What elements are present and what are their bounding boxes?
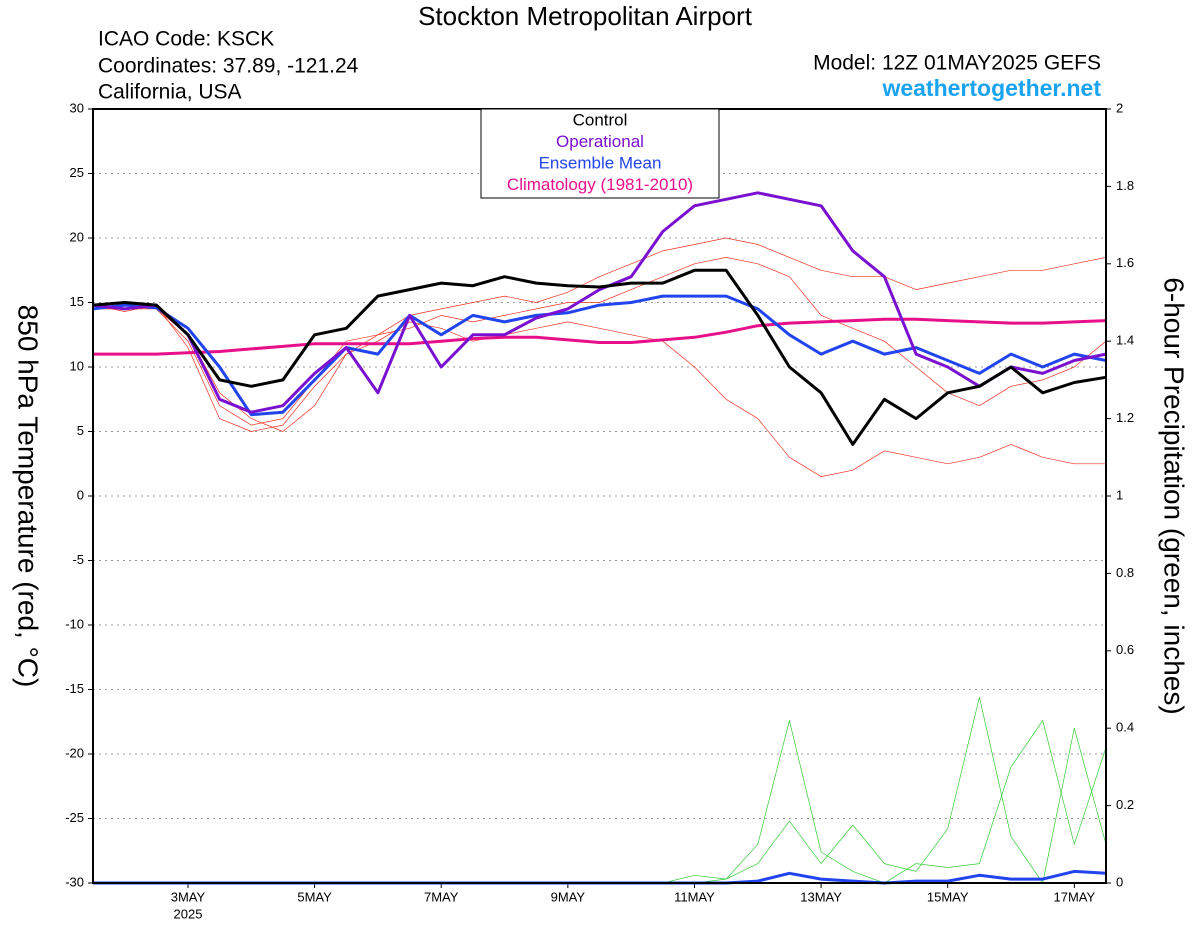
y-tick-label: 30 [70,100,84,115]
y2-tick-label: 0.6 [1116,642,1134,657]
series-line [93,696,1107,884]
series-line [92,191,1107,414]
x-tick-label: 17MAY [1054,889,1096,904]
series-line [92,237,1107,426]
legend-entry: Climatology (1981-2010) [507,175,693,194]
series-line [93,257,1107,432]
y-tick-label: -20 [65,745,84,760]
y-tick-label: -5 [72,552,84,567]
plot-area: 302520151050-5-10-15-20-25-3021.81.61.41… [65,100,1134,921]
series-line [93,317,1107,356]
y2-tick-label: 0.8 [1116,565,1134,580]
y-tick-label: 0 [77,487,84,502]
series-line [92,268,1107,446]
y2-tick-label: 0.2 [1116,797,1134,812]
y2-tick-label: 0.4 [1116,720,1134,735]
y-tick-label: 15 [70,294,84,309]
y2-tick-label: 1.6 [1116,255,1134,270]
y-tick-label: -30 [65,874,84,889]
y-tick-label: -10 [65,616,84,631]
x-tick-label: 9MAY [551,889,586,904]
y2-tick-label: 1.8 [1116,178,1134,193]
x-tick-label: 11MAY [674,889,715,904]
info-line: ICAO Code: KSCK [98,28,274,51]
y-tick-label: -25 [65,810,84,825]
legend-entry: Operational [556,132,644,151]
y-tick-label: -15 [65,681,84,696]
y-tick-label: 25 [70,165,84,180]
chart-title: Stockton Metropolitan Airport [418,1,753,31]
info-line: Coordinates: 37.89, -121.24 [98,55,359,78]
y2-tick-label: 2 [1116,100,1123,115]
series-line [92,304,1106,477]
legend-box [480,108,720,199]
model-label: Model: 12Z 01MAY2025 GEFS [813,52,1101,75]
x-tick-label: 13MAY [800,889,842,904]
x-tick-label: 7MAY [424,889,459,904]
series-line [92,294,1107,417]
x-tick-label: 3MAY [171,889,206,904]
legend-entry: Ensemble Mean [539,153,662,172]
series-line [93,869,1107,885]
info-line: California, USA [98,81,242,104]
x-tick-label: 15MAY [927,889,969,904]
y2-tick-label: 1.2 [1116,410,1134,425]
y-tick-label: 10 [70,358,84,373]
y2-axis-label: 6-hour Precipitation (green, inches) [1159,277,1190,714]
y-tick-label: 5 [77,423,84,438]
site-label: weathertogether.net [881,75,1101,101]
legend-entry: Control [573,110,628,129]
y-axis-label: 850 hPa Temperature (red, °C) [13,305,44,688]
x-tick-label: 5MAY [297,889,332,904]
y-tick-label: 20 [70,229,84,244]
y2-tick-label: 0 [1116,874,1123,889]
y2-tick-label: 1 [1116,487,1123,502]
x-sublabel: 2025 [174,906,203,921]
y2-tick-label: 1.4 [1116,333,1134,348]
